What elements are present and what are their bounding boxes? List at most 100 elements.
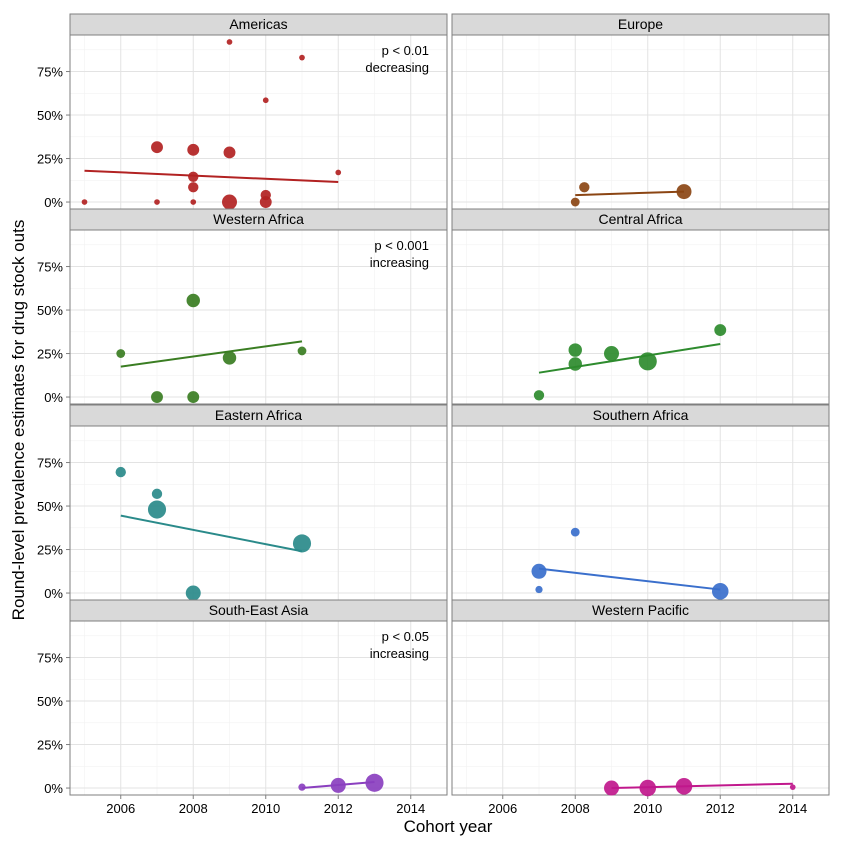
data-point [186, 293, 200, 308]
facet-strip-label: Western Africa [213, 211, 304, 227]
data-point [223, 146, 236, 159]
data-point [187, 391, 200, 403]
data-point [262, 97, 269, 104]
significance-annotation: p < 0.05 [382, 629, 429, 644]
data-point [638, 352, 657, 371]
panel-south-east-asia: South-East Asia 0% 25% 50% 75% 2006 2008 2010 20… [37, 599, 448, 816]
facet-strip-label: Europe [618, 16, 663, 32]
y-tick-label: 25% [37, 738, 63, 753]
data-point [568, 357, 582, 371]
data-point [533, 390, 545, 401]
data-point [297, 346, 307, 356]
y-axis-title: Round-level prevalence estimates for dru… [9, 220, 28, 621]
data-point [531, 563, 547, 579]
data-point [115, 466, 126, 478]
data-point [259, 196, 272, 208]
x-tick-label: 2008 [561, 801, 590, 816]
facet-strip-label: Eastern Africa [215, 407, 302, 423]
data-point [675, 778, 693, 795]
facet-strip-label: Americas [229, 16, 287, 32]
y-tick-label: 50% [37, 694, 63, 709]
panel-border [451, 620, 830, 796]
data-point [299, 54, 305, 61]
y-tick-label: 75% [37, 456, 63, 471]
data-point [568, 343, 582, 357]
data-point [116, 349, 126, 358]
panel-western-africa: Western Africa 0% 25% 50% 75% p < 0.001 increa… [37, 208, 448, 405]
data-point [711, 583, 729, 600]
x-tick-label: 2006 [488, 801, 517, 816]
x-tick-label: 2014 [396, 801, 425, 816]
data-point [190, 199, 197, 205]
data-point [535, 585, 543, 594]
panel-southern-africa: Southern Africa [451, 404, 830, 601]
data-point [570, 197, 580, 207]
plot-background [70, 426, 447, 600]
data-point [714, 324, 727, 336]
trend-line [120, 340, 303, 368]
x-tick-label: 2012 [324, 801, 353, 816]
data-point [151, 488, 163, 500]
data-point [188, 171, 199, 182]
data-point [789, 784, 796, 791]
panel-border [451, 229, 830, 405]
x-axis-title: Cohort year [404, 817, 493, 836]
trend-line [538, 342, 721, 374]
y-tick-label: 75% [37, 651, 63, 666]
data-point [147, 500, 167, 519]
data-point [365, 773, 384, 792]
data-point [222, 351, 237, 365]
data-point [188, 182, 199, 193]
significance-annotation: p < 0.01 [382, 43, 429, 58]
chart-panels: Americas 0% 25% 50% 75% p < 0.01 decreasing Eur… [37, 13, 830, 816]
trend-line [575, 190, 685, 197]
data-point [222, 194, 237, 210]
plot-background [452, 621, 829, 795]
y-tick-label: 50% [37, 499, 63, 514]
plot-background [452, 426, 829, 600]
data-point [185, 585, 201, 601]
y-tick-label: 25% [37, 543, 63, 558]
data-point [639, 779, 657, 797]
facet-strip-label: South-East Asia [209, 602, 309, 618]
data-point [292, 534, 312, 553]
significance-annotation: increasing [370, 255, 429, 270]
data-point [570, 527, 580, 537]
data-point [226, 39, 233, 45]
data-point [81, 199, 88, 205]
trend-line [120, 514, 303, 553]
data-point [604, 346, 619, 362]
y-tick-label: 0% [44, 195, 63, 210]
y-tick-label: 0% [44, 586, 63, 601]
data-point [154, 199, 160, 205]
panel-central-africa: Central Africa [451, 208, 830, 405]
y-tick-label: 0% [44, 390, 63, 405]
data-point [298, 783, 306, 791]
panel-western-pacific: Western Pacific 2006 2008 2010 2012 2014 [451, 599, 830, 816]
data-point [151, 391, 163, 403]
facet-strip-label: Central Africa [598, 211, 682, 227]
panel-americas: Americas 0% 25% 50% 75% p < 0.01 decreasing [37, 13, 448, 210]
y-tick-label: 25% [37, 347, 63, 362]
y-tick-label: 50% [37, 303, 63, 318]
x-tick-label: 2012 [706, 801, 735, 816]
facet-strip-label: Southern Africa [593, 407, 689, 423]
plot-background [452, 230, 829, 404]
data-point [676, 184, 692, 200]
y-tick-label: 50% [37, 108, 63, 123]
data-point [330, 777, 346, 793]
y-tick-label: 75% [37, 65, 63, 80]
significance-annotation: increasing [370, 646, 429, 661]
x-tick-label: 2014 [778, 801, 807, 816]
y-tick-label: 0% [44, 781, 63, 796]
x-tick-label: 2008 [179, 801, 208, 816]
plot-background [452, 35, 829, 209]
data-point [335, 169, 342, 176]
panel-europe: Europe [451, 13, 830, 210]
significance-annotation: decreasing [365, 60, 429, 75]
x-tick-label: 2010 [633, 801, 662, 816]
data-point [187, 143, 200, 156]
y-tick-label: 75% [37, 260, 63, 275]
panel-border [69, 620, 448, 796]
